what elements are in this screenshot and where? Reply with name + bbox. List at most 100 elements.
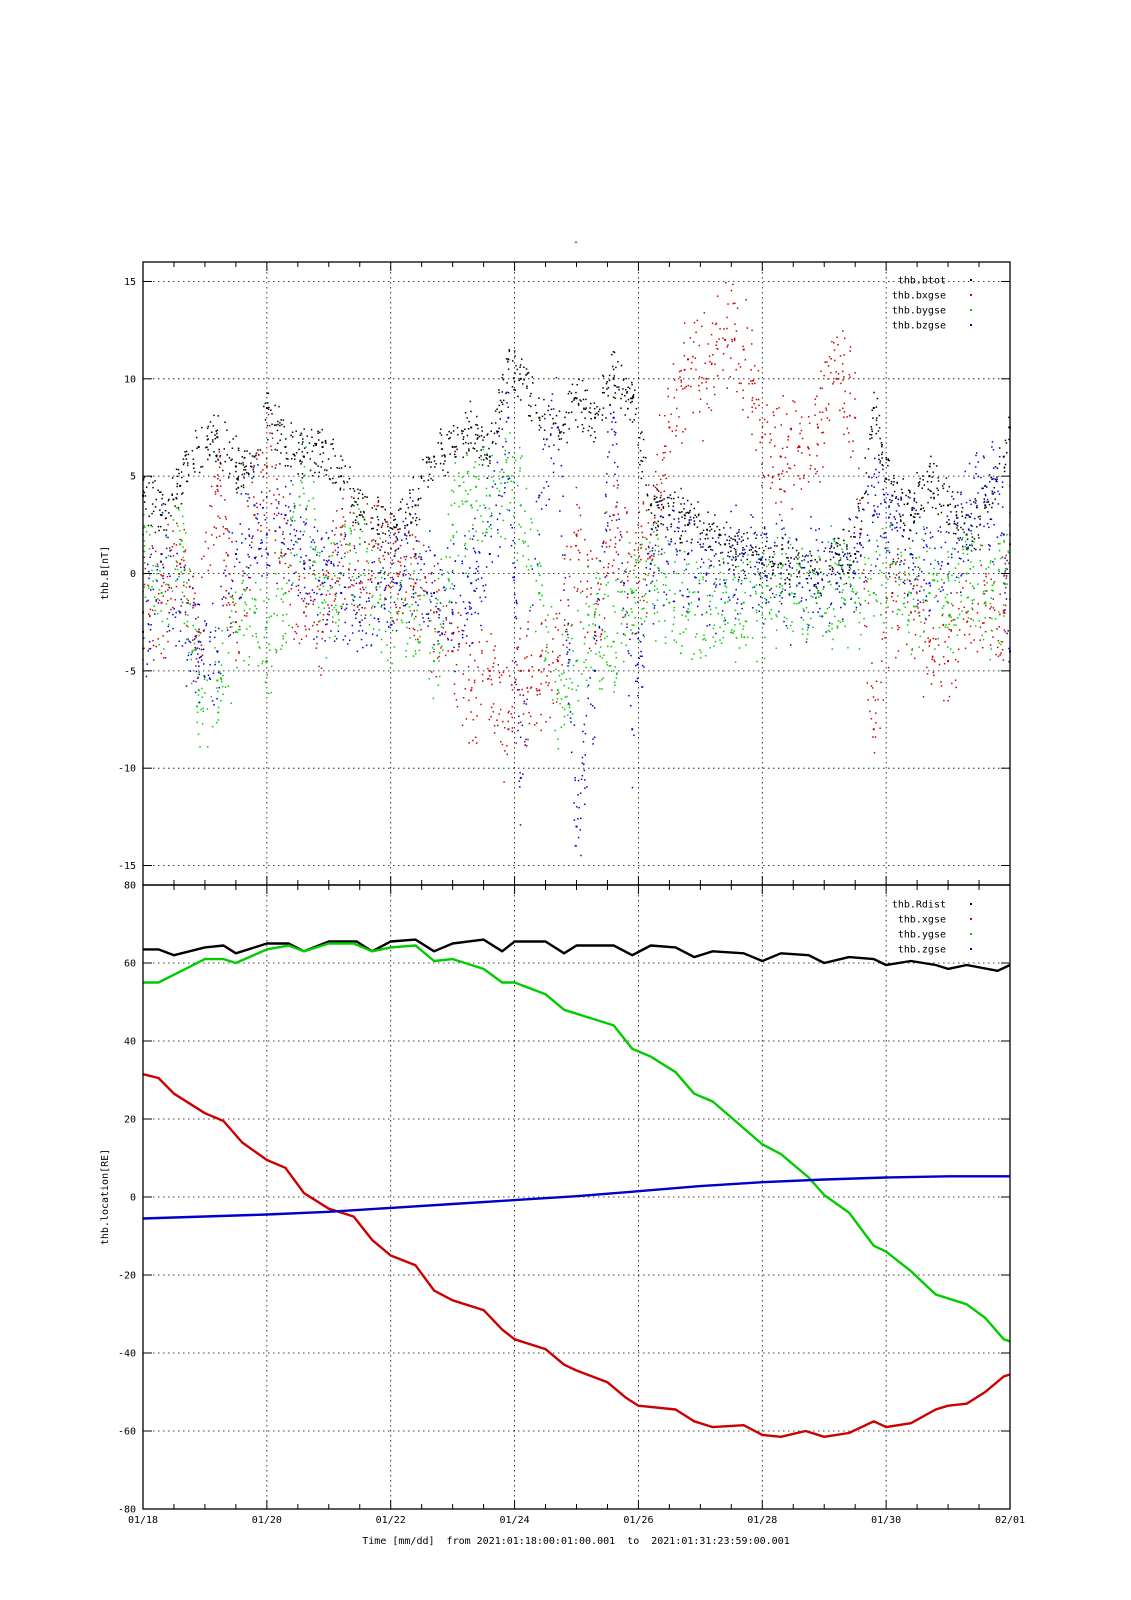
data-point	[876, 558, 879, 560]
data-point	[832, 381, 835, 383]
data-point	[317, 606, 320, 609]
data-point	[276, 614, 278, 617]
data-point	[387, 659, 389, 662]
data-point	[231, 626, 233, 628]
data-point	[377, 518, 380, 521]
data-point	[850, 584, 852, 587]
data-point	[879, 535, 882, 537]
data-point	[996, 478, 998, 480]
data-point	[367, 562, 370, 564]
data-point	[384, 519, 386, 521]
data-point	[447, 577, 450, 580]
data-point	[417, 640, 419, 643]
data-point	[266, 620, 268, 623]
data-point	[966, 596, 969, 599]
data-point	[836, 625, 839, 628]
data-point	[891, 627, 893, 629]
data-point	[773, 445, 776, 447]
data-point	[982, 590, 985, 593]
data-point	[568, 704, 571, 706]
data-point	[886, 597, 888, 600]
data-point	[603, 631, 606, 633]
chart-title: -	[573, 237, 579, 248]
data-point	[551, 650, 554, 653]
data-point	[435, 597, 437, 600]
data-point	[496, 432, 499, 434]
data-point	[418, 518, 421, 521]
data-point	[512, 515, 515, 517]
data-point	[362, 646, 364, 649]
data-point	[579, 551, 581, 554]
data-point	[741, 580, 743, 582]
data-point	[447, 571, 449, 573]
data-point	[839, 355, 842, 357]
data-point	[848, 530, 850, 532]
data-point	[396, 618, 398, 621]
data-point	[867, 590, 870, 592]
data-point	[300, 638, 303, 641]
data-point	[257, 449, 259, 451]
data-point	[606, 572, 609, 574]
data-point	[279, 422, 281, 424]
data-point	[274, 530, 277, 532]
data-point	[660, 494, 662, 497]
data-point	[474, 590, 476, 592]
data-point	[802, 619, 805, 621]
data-point	[428, 678, 431, 680]
data-point	[340, 455, 342, 457]
data-point	[372, 546, 374, 548]
data-point	[434, 630, 437, 633]
data-point	[440, 434, 443, 436]
data-point	[218, 448, 220, 451]
data-point	[180, 471, 183, 473]
data-point	[528, 722, 531, 725]
data-point	[482, 448, 484, 451]
data-point	[279, 424, 281, 427]
data-point	[345, 607, 348, 610]
data-point	[291, 626, 294, 629]
data-point	[326, 613, 329, 615]
data-point	[238, 625, 241, 628]
data-point	[234, 553, 237, 556]
data-point	[384, 540, 387, 542]
data-point	[145, 531, 148, 533]
data-point	[634, 564, 637, 567]
data-point	[664, 445, 666, 447]
data-point	[222, 674, 224, 677]
data-point	[422, 544, 425, 547]
data-point	[527, 558, 530, 561]
data-point	[488, 507, 491, 510]
data-point	[781, 565, 784, 567]
data-point	[575, 397, 578, 400]
data-point	[335, 604, 337, 606]
data-point	[599, 655, 602, 658]
data-point	[309, 469, 312, 471]
data-point	[845, 582, 848, 585]
data-point	[526, 656, 528, 658]
data-point	[464, 542, 467, 545]
data-point	[962, 552, 965, 555]
data-point	[969, 544, 971, 546]
data-point	[801, 633, 804, 635]
data-point	[783, 616, 786, 619]
data-point	[828, 630, 831, 633]
data-point	[606, 663, 609, 666]
data-point	[344, 598, 346, 600]
data-point	[282, 601, 284, 603]
data-point	[598, 625, 601, 628]
data-point	[318, 471, 321, 474]
data-point	[927, 637, 929, 639]
data-point	[502, 373, 504, 376]
data-point	[453, 502, 456, 505]
data-point	[775, 629, 778, 632]
data-point	[1008, 416, 1010, 419]
data-point	[450, 489, 453, 492]
data-point	[244, 469, 247, 471]
data-point	[900, 555, 903, 557]
data-point	[645, 456, 647, 459]
data-point	[641, 531, 643, 534]
data-point	[356, 650, 359, 653]
data-point	[775, 594, 778, 596]
data-point	[507, 728, 510, 731]
data-point	[759, 558, 762, 561]
